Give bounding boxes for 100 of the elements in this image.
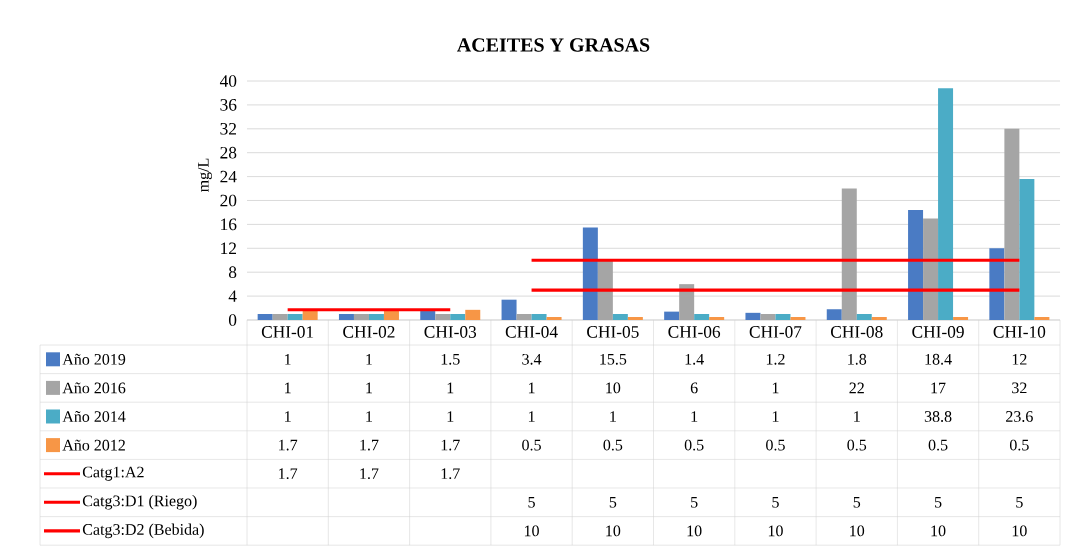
legend-label: Año 2016 (62, 382, 126, 394)
data-label: 10 (850, 525, 865, 537)
data-label: 38.8 (924, 411, 952, 422)
data-label: 1.7 (441, 439, 460, 451)
data-label: 1.4 (685, 353, 704, 365)
bar (1004, 128, 1020, 320)
y-tick-label: 0 (228, 314, 237, 326)
data-label: 1 (285, 354, 291, 365)
data-label: 1.7 (441, 468, 460, 480)
bar (353, 314, 369, 320)
bar (923, 218, 939, 320)
data-label: 0.5 (766, 439, 785, 451)
bar (664, 311, 680, 320)
legend-label: Año 2012 (62, 439, 125, 451)
data-label: 5 (691, 496, 698, 508)
y-tick-label: 28 (220, 146, 237, 159)
data-label: 17 (931, 382, 946, 394)
data-label: 6 (690, 382, 698, 394)
data-label: 1.5 (441, 353, 460, 365)
data-label: 1 (772, 382, 779, 394)
legend-label: Catg3:D1 (Riego) (82, 495, 197, 510)
data-label: 0.5 (603, 439, 623, 451)
data-label: 10 (1012, 525, 1027, 537)
y-tick-label: 40 (219, 75, 237, 87)
legend-label: Año 2019 (62, 353, 126, 365)
data-label: 10 (687, 525, 702, 537)
bar (435, 314, 451, 320)
data-label: 18.4 (925, 353, 952, 365)
bar (257, 314, 273, 320)
bar (465, 309, 481, 320)
data-label: 1 (528, 382, 535, 394)
data-label: 1.7 (279, 439, 298, 451)
data-label: 22 (849, 382, 864, 394)
data-label: 3.4 (522, 353, 542, 365)
x-tick-label: CHI-08 (831, 326, 883, 338)
bar (627, 317, 643, 320)
x-tick-label: CHI-01 (261, 326, 314, 338)
data-label: 5 (609, 496, 617, 508)
data-label: 0.5 (928, 439, 948, 451)
bar (368, 314, 384, 320)
bar (775, 314, 791, 320)
x-tick-label: CHI-07 (749, 326, 802, 338)
y-tick-label: 36 (220, 99, 237, 111)
bar (612, 314, 628, 320)
y-tick-label: 32 (220, 122, 237, 135)
data-label: 1 (366, 382, 372, 394)
data-label: 5 (934, 496, 942, 508)
data-label: 1 (691, 411, 698, 422)
x-tick-label: CHI-05 (587, 326, 639, 338)
y-tick-label: 24 (220, 170, 237, 183)
data-label: 5 (772, 496, 779, 508)
data-label: 15.5 (600, 353, 627, 365)
y-tick-label: 20 (220, 194, 237, 207)
data-label: 12 (1012, 354, 1027, 365)
bar (1034, 317, 1050, 320)
legend-label: Año 2014 (62, 411, 126, 422)
data-label: 5 (1016, 496, 1023, 508)
data-label: 1 (285, 411, 291, 422)
data-label: 1 (285, 382, 291, 394)
bar (287, 314, 303, 320)
bar (420, 311, 436, 320)
data-label: 10 (606, 382, 621, 394)
data-label: 0.5 (847, 439, 867, 451)
data-label: 1 (366, 354, 372, 365)
bar (450, 314, 466, 320)
x-tick-label: CHI-06 (668, 326, 721, 338)
bar (790, 317, 806, 320)
bar (841, 188, 857, 320)
data-label: 1 (772, 411, 779, 422)
data-label: 0.5 (684, 439, 704, 451)
data-label: 1.2 (766, 353, 785, 365)
bar (1019, 178, 1035, 320)
legend-label: Catg3:D2 (Bebida) (82, 523, 204, 539)
y-tick-label: 8 (228, 266, 237, 279)
x-tick-label: CHI-10 (993, 326, 1046, 338)
data-label: 5 (853, 496, 861, 508)
y-tick-label: 16 (221, 218, 237, 231)
bar (272, 314, 288, 320)
bar (760, 314, 776, 320)
data-label: 1 (610, 411, 616, 422)
bar (953, 317, 969, 320)
data-label: 5 (528, 496, 535, 508)
x-tick-label: CHI-03 (424, 326, 477, 338)
data-label: 10 (524, 525, 539, 537)
bar (745, 312, 761, 320)
bar (516, 314, 532, 320)
x-tick-label: CHI-02 (343, 326, 395, 338)
data-label: 1 (366, 411, 372, 422)
data-label: 0.5 (1009, 439, 1029, 451)
bar (908, 210, 924, 320)
data-label: 1 (447, 382, 454, 394)
bar (871, 317, 887, 320)
x-tick-label: CHI-04 (505, 326, 558, 338)
x-tick-label: CHI-09 (912, 326, 964, 338)
bar (501, 299, 517, 320)
bar (582, 227, 598, 320)
bar (597, 260, 613, 320)
bar (709, 317, 725, 320)
data-label: 0.5 (522, 439, 541, 451)
bar (338, 314, 354, 320)
